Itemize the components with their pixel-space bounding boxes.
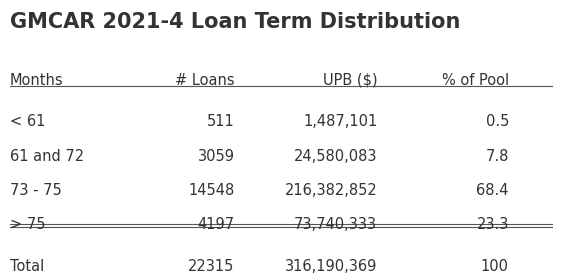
Text: UPB ($): UPB ($) xyxy=(323,73,377,88)
Text: GMCAR 2021-4 Loan Term Distribution: GMCAR 2021-4 Loan Term Distribution xyxy=(10,12,460,32)
Text: 0.5: 0.5 xyxy=(486,114,509,129)
Text: 73,740,333: 73,740,333 xyxy=(294,217,377,232)
Text: 100: 100 xyxy=(481,259,509,274)
Text: 24,580,083: 24,580,083 xyxy=(294,149,377,164)
Text: 22315: 22315 xyxy=(188,259,235,274)
Text: 216,382,852: 216,382,852 xyxy=(284,183,377,198)
Text: 316,190,369: 316,190,369 xyxy=(285,259,377,274)
Text: Months: Months xyxy=(10,73,63,88)
Text: 23.3: 23.3 xyxy=(477,217,509,232)
Text: > 75: > 75 xyxy=(10,217,45,232)
Text: 7.8: 7.8 xyxy=(486,149,509,164)
Text: 14548: 14548 xyxy=(188,183,235,198)
Text: 511: 511 xyxy=(207,114,235,129)
Text: % of Pool: % of Pool xyxy=(442,73,509,88)
Text: < 61: < 61 xyxy=(10,114,45,129)
Text: 68.4: 68.4 xyxy=(477,183,509,198)
Text: # Loans: # Loans xyxy=(175,73,235,88)
Text: Total: Total xyxy=(10,259,44,274)
Text: 73 - 75: 73 - 75 xyxy=(10,183,62,198)
Text: 4197: 4197 xyxy=(197,217,235,232)
Text: 61 and 72: 61 and 72 xyxy=(10,149,84,164)
Text: 1,487,101: 1,487,101 xyxy=(303,114,377,129)
Text: 3059: 3059 xyxy=(198,149,235,164)
